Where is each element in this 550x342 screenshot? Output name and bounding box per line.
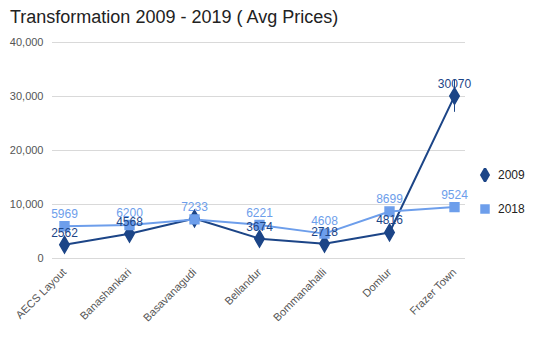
svg-text:Frazer Town: Frazer Town xyxy=(407,266,458,317)
svg-text:7233: 7233 xyxy=(181,200,208,214)
svg-text:4608: 4608 xyxy=(311,214,338,228)
svg-text:Bommanahalli: Bommanahalli xyxy=(271,266,329,324)
svg-text:40,000: 40,000 xyxy=(10,36,44,48)
html-text:Transformation 2009 - 2019 ( A: Transformation 2009 - 2019 ( Avg Prices) xyxy=(10,7,339,27)
svg-text:10,000: 10,000 xyxy=(10,198,44,210)
svg-text:Banashankari: Banashankari xyxy=(77,266,133,322)
svg-text:Bellandur: Bellandur xyxy=(222,266,264,308)
html-text:2018: 2018 xyxy=(498,202,525,216)
svg-text:5969: 5969 xyxy=(51,207,78,221)
svg-text:AECS Layout: AECS Layout xyxy=(13,266,68,321)
svg-text:30070: 30070 xyxy=(438,77,472,91)
svg-text:6200: 6200 xyxy=(116,206,143,220)
svg-text:Basavanagudi: Basavanagudi xyxy=(141,266,199,324)
svg-text:2718: 2718 xyxy=(311,224,338,239)
svg-text:6221: 6221 xyxy=(246,206,273,220)
svg-text:30,000: 30,000 xyxy=(10,90,44,102)
svg-text:4568: 4568 xyxy=(116,214,143,229)
svg-text:8699: 8699 xyxy=(376,192,403,206)
svg-text:0: 0 xyxy=(37,252,43,264)
svg-text:9524: 9524 xyxy=(441,188,468,202)
svg-text:Domlur: Domlur xyxy=(360,266,394,300)
html-text:2009: 2009 xyxy=(498,168,525,182)
svg-text:3674: 3674 xyxy=(246,220,273,234)
svg-text:4816: 4816 xyxy=(376,213,403,227)
svg-text:2562: 2562 xyxy=(51,226,78,240)
svg-text:20,000: 20,000 xyxy=(10,144,44,156)
